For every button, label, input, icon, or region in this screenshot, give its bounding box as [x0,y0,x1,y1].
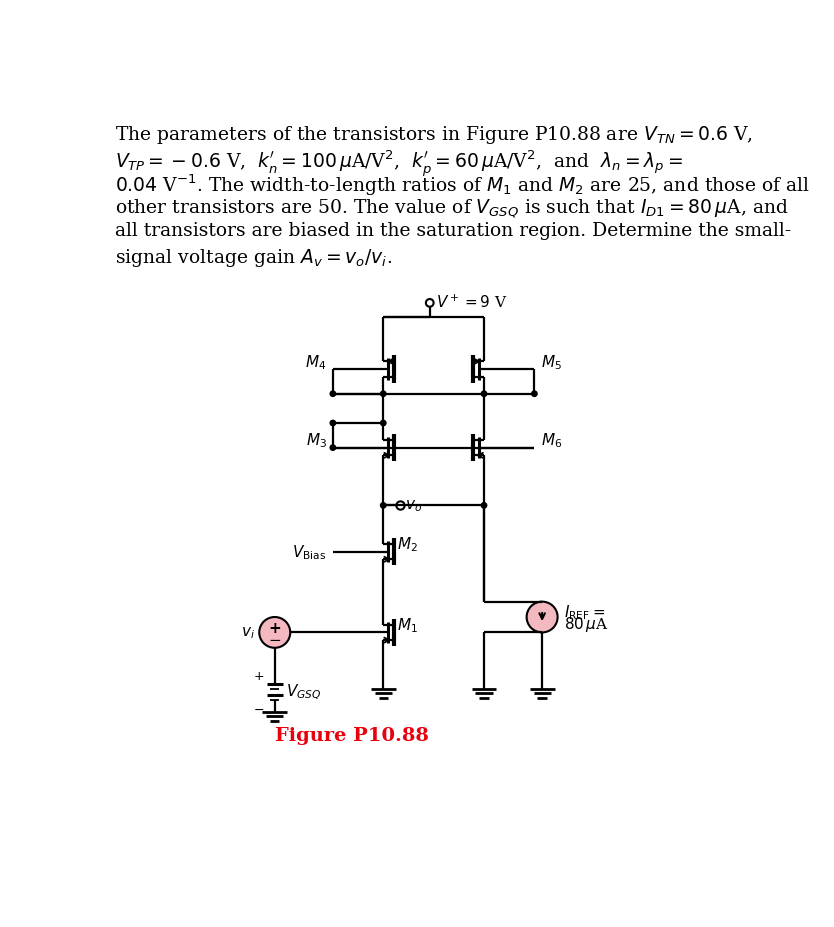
Text: $V^+ = 9$ V: $V^+ = 9$ V [436,293,508,311]
Circle shape [330,446,335,451]
Text: $V_{TP} = -0.6$ V,  $k_n' = 100\,\mu$A/V$^2$,  $k_p' = 60\,\mu$A/V$^2$,  and  $\: $V_{TP} = -0.6$ V, $k_n' = 100\,\mu$A/V$… [115,148,683,178]
Circle shape [380,421,386,426]
Text: $M_3$: $M_3$ [305,431,327,450]
Circle shape [380,503,386,509]
Circle shape [259,617,290,648]
Circle shape [526,602,558,633]
Text: $M_6$: $M_6$ [540,431,562,450]
Text: $M_2$: $M_2$ [397,535,418,553]
Circle shape [380,391,386,397]
Circle shape [481,503,487,509]
Text: $0.04$ V$^{-1}$. The width-to-length ratios of $M_1$ and $M_2$ are 25, and those: $0.04$ V$^{-1}$. The width-to-length rat… [115,172,811,198]
Text: $-$: $-$ [269,630,281,645]
Text: $-$: $-$ [253,702,264,715]
Text: The parameters of the transistors in Figure P10.88 are $V_{TN} = 0.6$ V,: The parameters of the transistors in Fig… [115,123,753,146]
Circle shape [481,391,487,397]
Text: $v_o$: $v_o$ [405,498,422,514]
Text: $M_1$: $M_1$ [397,616,418,634]
Text: $M_5$: $M_5$ [540,352,561,372]
Text: $80\,\mu$A: $80\,\mu$A [564,615,609,634]
Text: Figure P10.88: Figure P10.88 [274,726,429,744]
Text: other transistors are 50. The value of $V_{GSQ}$ is such that $I_{D1} = 80\,\mu$: other transistors are 50. The value of $… [115,197,789,220]
Circle shape [330,421,335,426]
Text: $M_4$: $M_4$ [305,352,327,372]
Text: +: + [254,669,264,682]
Text: $I_{\mathrm{REF}} =$: $I_{\mathrm{REF}} =$ [564,603,605,621]
Text: +: + [269,621,281,636]
Circle shape [330,391,335,397]
Circle shape [531,391,537,397]
Text: $V_{GSQ}$: $V_{GSQ}$ [285,682,321,702]
Text: $V_{\mathrm{Bias}}$: $V_{\mathrm{Bias}}$ [293,542,327,562]
Text: $v_i$: $v_i$ [242,625,255,641]
Text: signal voltage gain $A_v = v_o/v_i$.: signal voltage gain $A_v = v_o/v_i$. [115,247,392,269]
Text: all transistors are biased in the saturation region. Determine the small-: all transistors are biased in the satura… [115,222,791,240]
